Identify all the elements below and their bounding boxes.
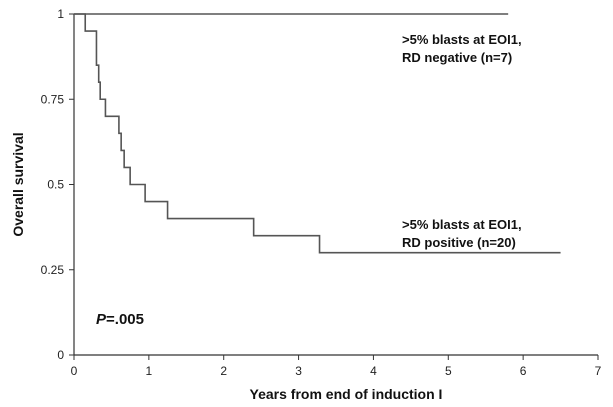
axes bbox=[73, 14, 598, 356]
series-label-line: RD negative (n=7) bbox=[402, 50, 512, 65]
x-tick-label: 5 bbox=[445, 364, 452, 378]
ticks: 0 1 2 3 4 5 6 7 0 0.25 0.5 0.75 1 bbox=[41, 7, 602, 378]
y-tick-label: 0.75 bbox=[41, 92, 65, 106]
series-label-line: RD positive (n=20) bbox=[402, 235, 516, 250]
y-tick-label: 1 bbox=[57, 7, 64, 21]
p-value-symbol: P bbox=[96, 311, 107, 328]
x-tick-label: 1 bbox=[146, 364, 153, 378]
p-value-text: =.005 bbox=[106, 311, 144, 328]
x-tick-label: 0 bbox=[71, 364, 78, 378]
x-tick-label: 4 bbox=[370, 364, 377, 378]
x-tick-label: 3 bbox=[295, 364, 302, 378]
series-labels: >5% blasts at EOI1, RD negative (n=7) >5% … bbox=[402, 32, 522, 250]
series-label-line: >5% blasts at EOI1, bbox=[402, 32, 522, 47]
series-line-1 bbox=[74, 13, 561, 254]
p-value-annotation: P=.005 bbox=[96, 311, 144, 328]
y-axis-title: Overall survival bbox=[10, 132, 26, 236]
y-tick-label: 0.25 bbox=[41, 263, 65, 277]
x-tick-label: 6 bbox=[520, 364, 527, 378]
y-tick-label: 0.5 bbox=[47, 178, 64, 192]
x-axis-title: Years from end of induction I bbox=[250, 386, 443, 402]
x-tick-label: 7 bbox=[595, 364, 602, 378]
series-label-line: >5% blasts at EOI1, bbox=[402, 217, 522, 232]
y-tick-label: 0 bbox=[57, 348, 64, 362]
x-tick-label: 2 bbox=[220, 364, 227, 378]
series-group bbox=[74, 13, 561, 254]
